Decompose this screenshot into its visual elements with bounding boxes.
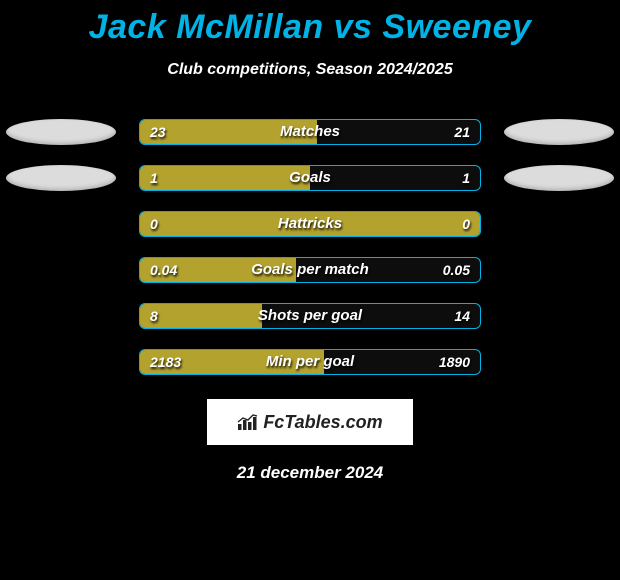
stat-value-right: 14 bbox=[454, 304, 470, 328]
stat-row: 23Matches21 bbox=[0, 109, 620, 155]
subtitle: Club competitions, Season 2024/2025 bbox=[0, 61, 620, 79]
stat-value-left: 0 bbox=[150, 212, 158, 236]
stat-value-left: 2183 bbox=[150, 350, 181, 374]
logo-badge: FcTables.com bbox=[207, 399, 413, 445]
stat-row: 8Shots per goal14 bbox=[0, 293, 620, 339]
stat-bar: 23Matches21 bbox=[139, 119, 481, 145]
stat-value-right: 0.05 bbox=[443, 258, 470, 282]
stat-bar: 2183Min per goal1890 bbox=[139, 349, 481, 375]
stat-value-left: 8 bbox=[150, 304, 158, 328]
stat-value-right: 1890 bbox=[439, 350, 470, 374]
player-left-marker bbox=[6, 165, 116, 191]
stat-row: 0.04Goals per match0.05 bbox=[0, 247, 620, 293]
page-title: Jack McMillan vs Sweeney bbox=[0, 8, 620, 47]
stat-bar: 0Hattricks0 bbox=[139, 211, 481, 237]
stat-bar: 8Shots per goal14 bbox=[139, 303, 481, 329]
stat-row: 0Hattricks0 bbox=[0, 201, 620, 247]
player-left-marker bbox=[6, 119, 116, 145]
stat-bar-fill bbox=[140, 212, 480, 236]
logo-text: FcTables.com bbox=[237, 412, 382, 433]
stat-bar: 0.04Goals per match0.05 bbox=[139, 257, 481, 283]
player-right-marker bbox=[504, 165, 614, 191]
stat-value-left: 0.04 bbox=[150, 258, 177, 282]
comparison-infographic: Jack McMillan vs Sweeney Club competitio… bbox=[0, 0, 620, 483]
stat-bar-fill bbox=[140, 166, 310, 190]
stat-bar-fill bbox=[140, 304, 262, 328]
stat-value-left: 23 bbox=[150, 120, 166, 144]
stat-bar: 1Goals1 bbox=[139, 165, 481, 191]
stat-row: 2183Min per goal1890 bbox=[0, 339, 620, 385]
logo-label: FcTables.com bbox=[263, 412, 382, 433]
stat-value-left: 1 bbox=[150, 166, 158, 190]
player-right-marker bbox=[504, 119, 614, 145]
stat-value-right: 1 bbox=[462, 166, 470, 190]
date-text: 21 december 2024 bbox=[0, 463, 620, 483]
stat-value-right: 0 bbox=[462, 212, 470, 236]
stat-value-right: 21 bbox=[454, 120, 470, 144]
stats-section: 23Matches21 1Goals1 0Hattricks0 0.04Goals p… bbox=[0, 109, 620, 385]
stat-row: 1Goals1 bbox=[0, 155, 620, 201]
chart-icon bbox=[237, 413, 259, 431]
stat-bar-fill bbox=[140, 120, 317, 144]
